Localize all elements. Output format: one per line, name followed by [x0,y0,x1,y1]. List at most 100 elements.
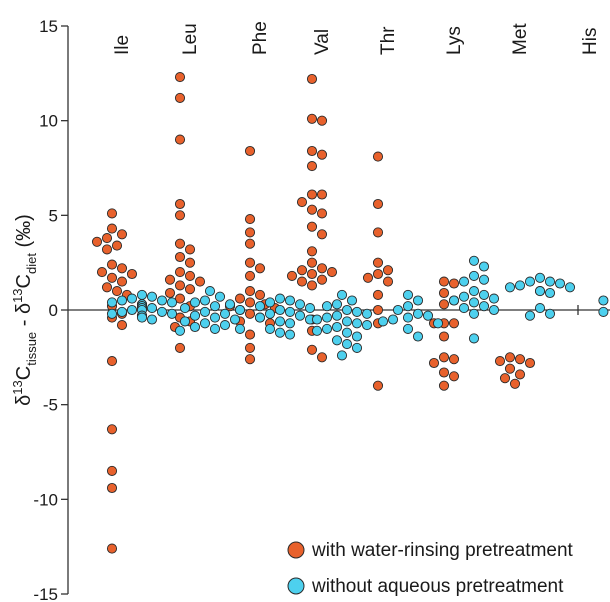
no-pretreatment-point [156,306,168,317]
water-rinsing-point [372,268,384,280]
y-tick-label: 5 [49,206,58,225]
water-rinsing-point [116,320,128,331]
no-pretreatment-point [274,327,286,338]
no-pretreatment-point [402,312,414,323]
water-rinsing-point [111,286,123,297]
water-rinsing-point [106,223,118,234]
no-pretreatment-point [458,276,470,287]
no-pretreatment-point [126,293,138,304]
water-rinsing-point [306,257,318,268]
no-pretreatment-point [156,295,168,306]
no-pretreatment-point [179,303,191,314]
water-rinsing-point [428,357,440,369]
no-pretreatment-point [534,303,546,314]
water-rinsing-point [316,263,328,274]
no-pretreatment-point [524,310,536,321]
water-rinsing-point [326,267,338,278]
water-rinsing-point [382,276,394,287]
no-pretreatment-point [598,295,609,306]
no-pretreatment-point [284,295,296,306]
water-rinsing-point [106,465,118,476]
no-pretreatment-point [179,316,191,327]
no-pretreatment-point [234,304,246,316]
no-pretreatment-point [331,310,343,321]
category-label: Phe [250,21,271,55]
no-pretreatment-point [412,308,424,319]
no-pretreatment-point [544,308,556,319]
no-pretreatment-point [422,310,434,321]
water-rinsing-point [174,267,186,278]
water-rinsing-point [244,308,256,319]
no-pretreatment-point [116,306,128,317]
no-pretreatment-point [166,297,178,308]
no-pretreatment-point [468,333,480,344]
water-rinsing-point [306,189,318,200]
no-pretreatment-point [377,316,389,327]
no-pretreatment-point [106,308,118,319]
no-pretreatment-point [224,299,236,310]
water-rinsing-point [372,380,384,391]
category-label: Thr [378,26,399,55]
water-rinsing-point [372,227,384,238]
water-rinsing-point [244,270,256,281]
water-rinsing-point [296,265,308,276]
no-pretreatment-point [468,286,480,297]
no-pretreatment-point [331,321,343,333]
no-pretreatment-point [209,312,221,323]
no-pretreatment-point [311,314,323,325]
no-pretreatment-point [331,335,343,346]
water-rinsing-point [316,274,328,285]
no-pretreatment-point [229,314,241,325]
no-pretreatment-point [146,314,158,325]
no-pretreatment-point [488,304,500,316]
water-rinsing-point [174,72,186,83]
no-pretreatment-point [284,318,296,329]
water-rinsing-point [184,244,196,255]
water-rinsing-point [306,145,318,157]
water-rinsing-point [244,297,256,308]
category-labels: Ile Leu Phe Val Thr Lys Met His [112,21,601,55]
water-rinsing-point [504,363,516,374]
water-rinsing-point [174,238,186,249]
no-pretreatment-point [432,318,444,329]
no-pretreatment-point [346,295,358,306]
water-rinsing-point [514,354,526,365]
no-pretreatment-point [488,293,500,304]
no-pretreatment-point [146,303,158,314]
no-pretreatment-point [136,312,148,323]
water-rinsing-point [296,276,308,287]
no-pretreatment-point [402,289,414,300]
category-label: Ile [112,35,133,55]
water-rinsing-point [372,151,384,162]
legend-marker [287,577,305,595]
category-label: Lys [444,26,465,55]
water-rinsing-point [438,287,450,299]
no-pretreatment-point [468,270,480,281]
water-rinsing-point [174,280,186,291]
data-points [91,72,609,554]
no-pretreatment-point [219,308,231,319]
y-tick-label: 15 [39,17,58,36]
no-pretreatment-point [264,297,276,308]
water-rinsing-point [438,367,450,378]
no-pretreatment-point [336,289,348,300]
no-pretreatment-point [598,306,609,317]
no-pretreatment-point [166,308,178,319]
no-pretreatment-point [478,289,490,300]
y-tick-label: -5 [43,396,58,415]
water-rinsing-point [116,229,128,240]
no-pretreatment-point [274,304,286,316]
water-rinsing-point [316,149,328,160]
water-rinsing-point [234,293,246,304]
no-pretreatment-point [304,303,316,314]
no-pretreatment-point [478,274,490,285]
no-pretreatment-point [514,280,526,291]
water-rinsing-point [244,329,256,340]
legend-marker [287,541,305,559]
no-pretreatment-point [341,316,353,327]
no-pretreatment-point [199,318,211,329]
water-rinsing-point [106,208,118,219]
water-rinsing-point [116,263,128,274]
water-rinsing-point [438,352,450,363]
no-pretreatment-point [209,323,221,334]
